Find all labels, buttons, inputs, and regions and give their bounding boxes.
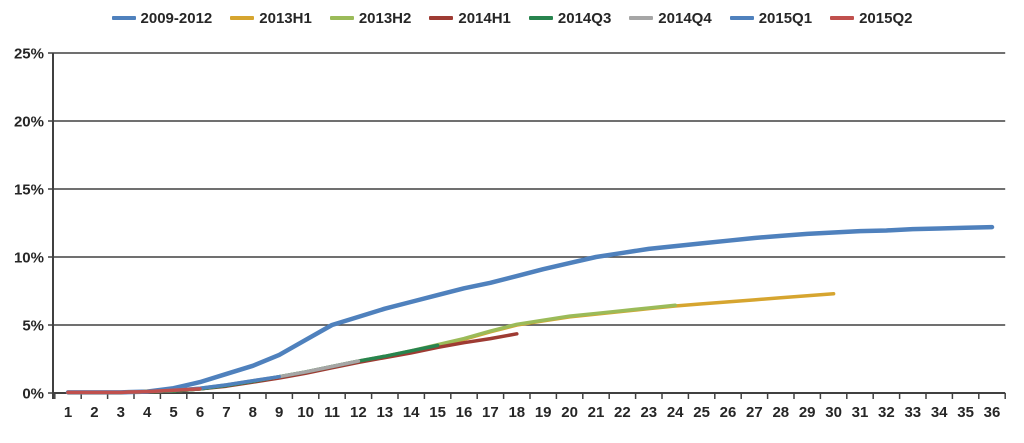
x-axis-tick-label: 33 [904,404,921,421]
legend-label: 2013H2 [358,9,412,27]
x-axis-tick-label: 19 [535,404,552,421]
x-axis-tick-label: 30 [825,404,842,421]
legend-label: 2009-2012 [140,9,213,27]
legend-swatch-icon [729,15,754,21]
legend-label: 2014H1 [458,9,511,27]
series-line-2014Q3 [66,343,440,395]
x-axis-tick-label: 32 [878,404,895,421]
series-line-2015Q2 [66,387,202,395]
legend-item-2013H1: 2013H1 [230,10,312,27]
legend-item-2015Q2: 2015Q2 [830,10,912,27]
x-axis-tick-label: 25 [693,404,710,421]
series-line-2009-2012 [65,224,995,395]
x-axis-tick-label: 3 [117,404,125,421]
x-axis-tick-label: 9 [275,404,283,421]
x-axis-tick-label: 5 [169,404,177,421]
x-axis-tick-label: 18 [508,404,525,421]
legend-swatch-icon [230,15,255,21]
x-axis-tick-label: 8 [249,404,257,421]
x-axis-tick-label: 12 [350,404,367,421]
y-axis-tick-label: 10% [14,250,44,267]
legend-item-2009-2012: 2009-2012 [111,9,213,27]
x-axis-tick-label: 34 [931,404,948,421]
legend-swatch-icon [528,15,553,21]
legend-swatch-icon [429,15,454,21]
x-axis-tick-label: 6 [196,404,204,421]
legend-item-2014Q3: 2014Q3 [528,9,612,27]
x-axis-tick-label: 22 [614,404,631,421]
x-axis-tick-label: 24 [667,404,684,421]
x-axis-tick-label: 10 [297,404,314,421]
legend-label: 2014Q3 [557,9,612,27]
legend-swatch-icon [111,15,136,21]
x-axis-tick-label: 13 [376,404,393,421]
x-axis-tick-label: 20 [561,404,578,421]
x-axis-tick-label: 35 [957,404,974,421]
x-axis-tick-label: 28 [772,404,789,421]
x-axis-tick-label: 16 [456,404,473,421]
x-axis-tick-label: 23 [640,404,657,421]
legend-swatch-icon [329,15,354,21]
legend-swatch-icon [830,15,855,21]
legend-item-2013H2: 2013H2 [329,9,412,27]
x-axis-tick-label: 29 [799,404,816,421]
x-axis-tick-label: 21 [588,404,605,421]
y-axis-tick-label: 25% [14,46,44,63]
x-axis-tick-label: 31 [852,404,869,421]
legend-label: 2014Q4 [658,9,712,27]
series-line-2013H2 [66,303,677,395]
x-axis-tick-label: 14 [403,404,420,421]
x-axis-tick-label: 11 [324,404,340,421]
x-axis-tick-label: 4 [143,404,152,421]
legend-label: 2013H1 [259,9,312,27]
legend-label: 2015Q1 [758,9,813,27]
x-axis-tick-label: 27 [746,404,763,421]
x-axis-tick-label: 2 [90,404,98,421]
legend-item-2014Q4: 2014Q4 [629,9,712,27]
legend-swatch-icon [629,15,654,21]
y-axis-tick-label: 5% [22,318,44,335]
x-axis-tick-label: 7 [222,404,230,421]
legend-item-2015Q1: 2015Q1 [729,9,813,27]
chart-legend: 2009-2012 2013H1 2013H2 2014H1 2014Q3 2014Q4 2… [0,4,1024,32]
legend-item-2014H1: 2014H1 [429,10,511,27]
x-axis-tick-label: 1 [64,404,72,421]
y-axis-tick-label: 20% [14,114,44,131]
x-axis-tick-label: 26 [720,404,737,421]
y-axis-tick-label: 15% [14,182,44,199]
y-axis-tick-label: 0% [22,386,44,403]
x-axis-tick-label: 17 [482,404,499,421]
x-axis-tick-label: 36 [984,404,1001,421]
legend-label: 2015Q2 [859,9,913,27]
x-axis-tick-label: 15 [429,404,446,421]
